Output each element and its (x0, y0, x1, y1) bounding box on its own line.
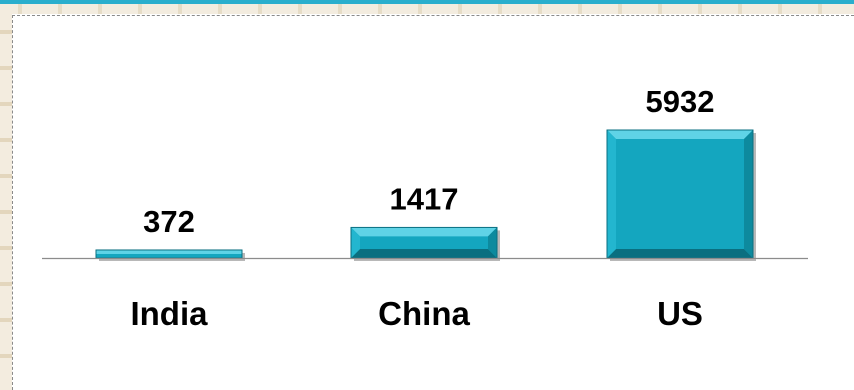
value-label-china: 1417 (390, 181, 459, 216)
bars-group (95, 129, 756, 261)
value-label-us: 5932 (646, 84, 715, 119)
bar-bevel-bottom (607, 249, 753, 258)
bar-india (95, 249, 245, 261)
bar-bevel-left (351, 227, 360, 258)
decorative-top-border (0, 0, 854, 14)
bar-bevel-top (351, 227, 497, 237)
bar-highlight (96, 249, 242, 254)
category-label-china: China (378, 295, 470, 332)
category-label-india: India (130, 295, 208, 332)
bar-bevel-bottom (351, 249, 497, 258)
bar-body (607, 130, 753, 258)
dashed-left-rule (12, 15, 13, 390)
bar-bevel-right (488, 227, 497, 258)
value-label-india: 372 (143, 204, 195, 239)
bar-china (350, 226, 500, 261)
bar-bevel-right (744, 130, 753, 258)
dashed-top-rule (12, 15, 854, 16)
decorative-left-border (0, 14, 12, 390)
bar-bevel-top (607, 130, 753, 139)
labels-group: 372 India 1417 China 5932 US (130, 84, 714, 332)
bar-us (606, 129, 756, 261)
bar-bevel-left (607, 130, 616, 258)
category-label-us: US (657, 295, 703, 332)
